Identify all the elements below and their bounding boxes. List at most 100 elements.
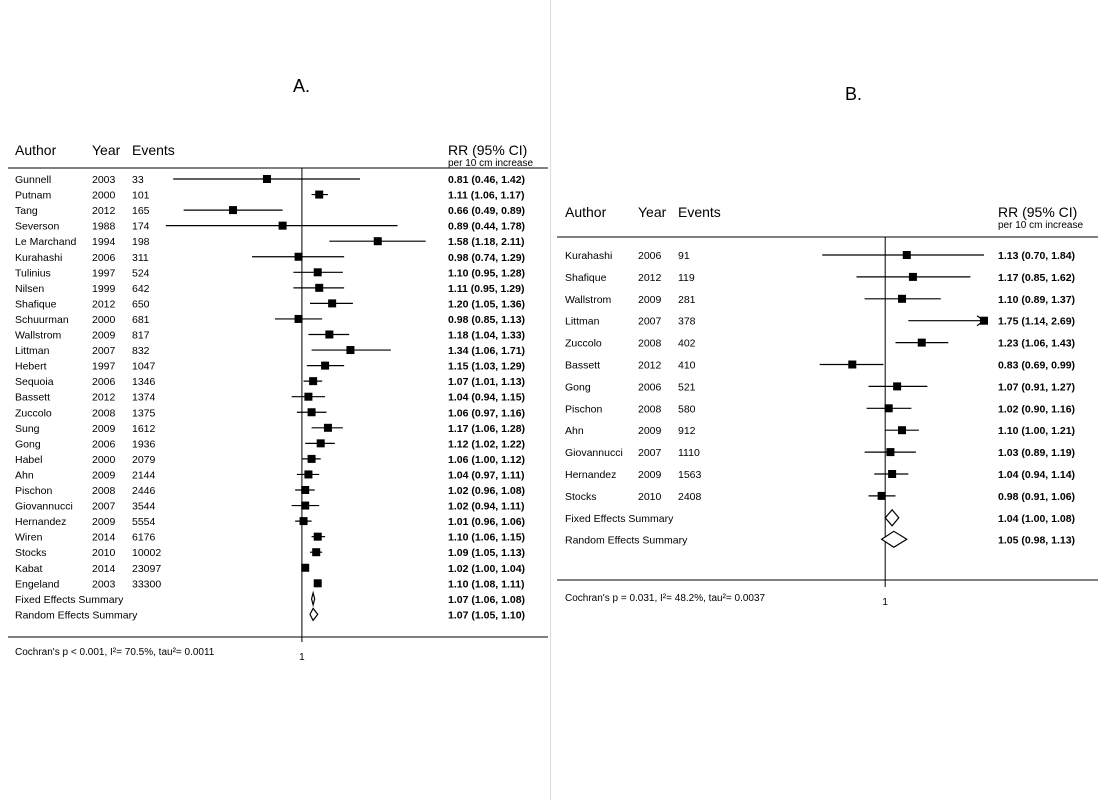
study-events: 6176 bbox=[132, 532, 156, 544]
study-events: 2144 bbox=[132, 469, 156, 481]
study-year: 2009 bbox=[92, 469, 116, 481]
study-year: 2008 bbox=[92, 485, 116, 497]
summary-ci: 1.04 (1.00, 1.08) bbox=[998, 513, 1075, 525]
study-author: Bassett bbox=[15, 392, 50, 404]
study-ci: 1.07 (0.91, 1.27) bbox=[998, 381, 1075, 393]
header-rr: RR (95% CI) bbox=[448, 142, 527, 158]
study-point bbox=[229, 206, 238, 215]
summary-diamond bbox=[310, 590, 316, 608]
study-ci: 1.58 (1.18, 2.11) bbox=[448, 236, 524, 248]
study-ci: 1.10 (0.95, 1.28) bbox=[448, 267, 525, 279]
study-author: Sung bbox=[15, 423, 40, 435]
study-author: Gong bbox=[15, 438, 41, 450]
header-year: Year bbox=[92, 142, 121, 158]
summary-diamond bbox=[880, 530, 908, 549]
study-author: Habel bbox=[15, 454, 42, 466]
summary-label: Fixed Effects Summary bbox=[565, 513, 674, 525]
study-events: 174 bbox=[132, 221, 150, 233]
study-year: 2007 bbox=[638, 316, 662, 328]
study-point bbox=[328, 299, 337, 308]
panel-b-title: B. bbox=[845, 84, 863, 104]
reference-label: 1 bbox=[299, 652, 305, 663]
study-author: Pischon bbox=[565, 403, 603, 415]
study-year: 2008 bbox=[638, 338, 662, 350]
header-rr-sub: per 10 cm increase bbox=[448, 158, 533, 169]
study-events: 832 bbox=[132, 345, 150, 357]
study-events: 165 bbox=[132, 205, 150, 217]
study-year: 2006 bbox=[92, 376, 116, 388]
study-ci: 1.04 (0.94, 1.15) bbox=[448, 392, 525, 404]
study-events: 681 bbox=[132, 314, 150, 326]
study-year: 2006 bbox=[638, 381, 662, 393]
study-events: 10002 bbox=[132, 547, 161, 559]
study-events: 101 bbox=[132, 190, 150, 202]
study-year: 2000 bbox=[92, 190, 116, 202]
study-year: 2007 bbox=[638, 447, 662, 459]
study-author: Pischon bbox=[15, 485, 53, 497]
reference-label: 1 bbox=[882, 597, 888, 608]
study-ci: 1.11 (0.95, 1.29) bbox=[448, 283, 524, 295]
study-year: 2003 bbox=[92, 578, 116, 590]
study-author: Gunnell bbox=[15, 174, 51, 186]
study-ci: 1.02 (0.96, 1.08) bbox=[448, 485, 525, 497]
study-events: 311 bbox=[132, 252, 149, 264]
study-year: 1999 bbox=[92, 283, 116, 295]
study-point bbox=[301, 563, 310, 572]
study-year: 2008 bbox=[638, 403, 662, 415]
summary-ci: 1.07 (1.05, 1.10) bbox=[448, 609, 525, 621]
summary-diamond bbox=[884, 508, 900, 527]
study-point bbox=[908, 272, 917, 281]
study-author: Schuurman bbox=[15, 314, 69, 326]
study-point bbox=[301, 486, 310, 494]
study-events: 524 bbox=[132, 267, 150, 279]
study-ci: 1.06 (0.97, 1.16) bbox=[448, 407, 525, 419]
study-point bbox=[313, 268, 322, 277]
study-author: Wiren bbox=[15, 532, 43, 544]
study-year: 2007 bbox=[92, 345, 116, 357]
study-ci: 1.04 (0.97, 1.11) bbox=[448, 469, 524, 481]
study-ci: 0.83 (0.69, 0.99) bbox=[998, 360, 1075, 372]
study-point bbox=[902, 251, 911, 259]
summary-label: Fixed Effects Summary bbox=[15, 594, 124, 606]
study-events: 580 bbox=[678, 403, 696, 415]
study-point bbox=[316, 439, 325, 448]
study-point bbox=[307, 454, 316, 463]
study-year: 2009 bbox=[638, 294, 662, 306]
panel-divider bbox=[550, 0, 551, 800]
header-author: Author bbox=[15, 142, 57, 158]
study-author: Nilsen bbox=[15, 283, 44, 295]
study-author: Zuccolo bbox=[15, 407, 52, 419]
study-point bbox=[309, 377, 318, 386]
study-ci: 1.11 (1.06, 1.17) bbox=[448, 190, 524, 202]
study-point bbox=[304, 470, 313, 479]
study-point bbox=[301, 501, 310, 510]
study-events: 33 bbox=[132, 174, 144, 186]
study-events: 642 bbox=[132, 283, 150, 295]
study-ci: 1.17 (1.06, 1.28) bbox=[448, 423, 525, 435]
study-ci: 1.75 (1.14, 2.69) bbox=[998, 316, 1075, 328]
study-events: 912 bbox=[678, 425, 696, 437]
study-year: 2012 bbox=[92, 392, 116, 404]
study-point bbox=[313, 579, 322, 588]
study-events: 281 bbox=[678, 294, 696, 306]
study-events: 402 bbox=[678, 338, 696, 350]
study-year: 2009 bbox=[92, 423, 116, 435]
study-point bbox=[312, 548, 321, 557]
study-ci: 0.98 (0.85, 1.13) bbox=[448, 314, 525, 326]
study-ci: 1.15 (1.03, 1.29) bbox=[448, 361, 525, 373]
study-year: 2009 bbox=[638, 425, 662, 437]
study-point bbox=[294, 252, 303, 261]
study-ci: 1.06 (1.00, 1.12) bbox=[448, 454, 525, 466]
study-author: Bassett bbox=[565, 360, 600, 372]
study-ci: 1.04 (0.94, 1.14) bbox=[998, 469, 1075, 481]
study-ci: 1.10 (1.00, 1.21) bbox=[998, 425, 1075, 437]
study-events: 1375 bbox=[132, 407, 156, 419]
study-point bbox=[262, 175, 271, 183]
study-events: 1047 bbox=[132, 361, 156, 373]
study-author: Shafique bbox=[15, 298, 57, 310]
summary-ci: 1.05 (0.98, 1.13) bbox=[998, 534, 1075, 546]
study-author: Severson bbox=[15, 221, 60, 233]
study-events: 33300 bbox=[132, 578, 161, 590]
study-ci: 1.03 (0.89, 1.19) bbox=[998, 447, 1075, 459]
study-ci: 1.09 (1.05, 1.13) bbox=[448, 547, 525, 559]
